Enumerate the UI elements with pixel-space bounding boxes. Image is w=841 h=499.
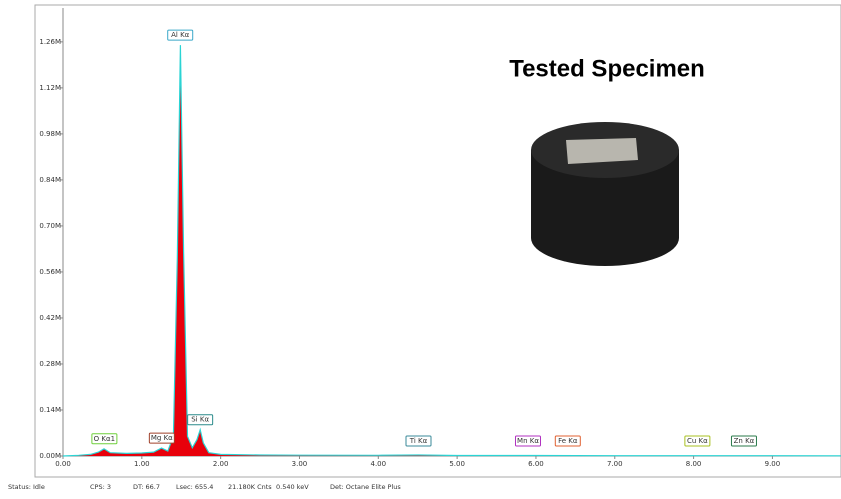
y-tick-label: 0.56M bbox=[39, 268, 61, 276]
status-item: 0.540 keV bbox=[276, 483, 309, 491]
status-item: Lsec: 655.4 bbox=[176, 483, 213, 491]
peak-label-box bbox=[554, 435, 581, 447]
peak-label: O Kα1 bbox=[94, 435, 115, 443]
status-item: Det: Octane Elite Plus bbox=[330, 483, 401, 491]
status-item: DT: 66.7 bbox=[133, 483, 160, 491]
peak-label-box bbox=[684, 435, 711, 447]
y-tick-label: 0.00M bbox=[39, 452, 61, 460]
y-tick-label: 0.84M bbox=[39, 176, 61, 184]
status-item: 21.180K Cnts bbox=[228, 483, 272, 491]
peak-label-box bbox=[91, 433, 118, 445]
status-item: CPS: 3 bbox=[90, 483, 111, 491]
x-tick-label: 8.00 bbox=[686, 460, 702, 468]
x-tick-label: 5.00 bbox=[449, 460, 465, 468]
peak-label: Al Kα bbox=[171, 31, 190, 39]
x-tick-label: 3.00 bbox=[292, 460, 308, 468]
x-tick-label: 4.00 bbox=[371, 460, 387, 468]
x-tick-label: 1.00 bbox=[134, 460, 150, 468]
x-tick-label: 0.00 bbox=[55, 460, 71, 468]
peak-label-box bbox=[187, 414, 214, 426]
peak-label-box bbox=[167, 29, 194, 41]
specimen-photo bbox=[531, 122, 679, 266]
peak-label-box bbox=[730, 435, 757, 447]
y-tick-label: 0.70M bbox=[39, 222, 61, 230]
x-tick-label: 6.00 bbox=[528, 460, 544, 468]
spectrum-line bbox=[62, 45, 841, 457]
x-tick-label: 9.00 bbox=[765, 460, 781, 468]
peak-label-box bbox=[514, 435, 541, 447]
peak-label: Zn Kα bbox=[734, 437, 755, 445]
status-bar: Status: Idle CPS: 3 DT: 66.7 Lsec: 655.4 21.… bbox=[8, 483, 401, 491]
inset-title: Tested Specimen bbox=[509, 55, 705, 82]
y-tick-label: 0.14M bbox=[39, 406, 61, 414]
y-tick-label: 1.26M bbox=[39, 38, 61, 46]
peak-label: Mn Kα bbox=[517, 437, 539, 445]
frame bbox=[34, 4, 841, 478]
x-tick-label: 7.00 bbox=[607, 460, 623, 468]
y-tick-label: 0.28M bbox=[39, 360, 61, 368]
peak-label-box bbox=[405, 435, 432, 447]
y-tick-label: 1.12M bbox=[39, 84, 61, 92]
x-tick-label: 2.00 bbox=[213, 460, 229, 468]
peak-label: Mg Kα bbox=[151, 434, 173, 442]
peak-label: Ti Kα bbox=[409, 437, 428, 445]
y-tick-label: 0.98M bbox=[39, 130, 61, 138]
status-item: Status: Idle bbox=[8, 483, 45, 491]
peak-label: Fe Kα bbox=[558, 437, 578, 445]
y-tick-label: 0.42M bbox=[39, 314, 61, 322]
peak-label-box bbox=[148, 432, 175, 444]
peak-label: Si Kα bbox=[191, 416, 209, 424]
peak-label: Cu Kα bbox=[687, 437, 708, 445]
